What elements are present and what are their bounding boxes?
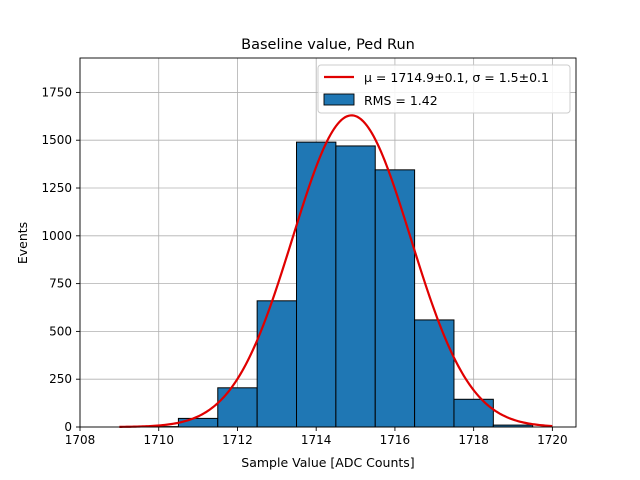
histogram-bar [374,169,416,428]
y-tick-label: 1500 [41,133,72,147]
plot-frame [79,57,577,428]
y-tick-label: 1250 [41,181,72,195]
x-tick-label: 1714 [301,433,332,447]
histogram-bar [414,319,455,428]
y-tick-label: 1750 [41,85,72,99]
histogram-bar [335,145,376,428]
y-tick-label: 250 [49,372,72,386]
histogram-bar [177,417,219,428]
x-tick-label: 1710 [143,433,174,447]
y-tick-label: 500 [49,324,72,338]
x-tick-label: 1708 [65,433,96,447]
x-axis-label: Sample Value [ADC Counts] [241,455,414,470]
legend-box [317,64,571,114]
histogram-bar [217,387,258,428]
legend-histogram-label: RMS = 1.42 [364,93,438,108]
y-tick-label: 0 [64,420,72,434]
x-tick-label: 1720 [537,433,568,447]
histogram-bar [296,141,337,428]
x-tick-label: 1718 [458,433,489,447]
gaussian-fit-curve [119,114,553,428]
y-axis-label: Events [15,222,30,264]
chart-title: Baseline value, Ped Run [241,37,415,53]
legend-histogram-swatch [323,93,355,106]
x-tick-label: 1712 [222,433,253,447]
y-axis-ticks: 0 250 500 750 1000 1250 1500 1750 [41,85,80,434]
x-tick-label: 1716 [380,433,411,447]
histogram-bar [256,300,298,428]
y-tick-label: 750 [49,277,72,291]
legend: μ = 1714.9±0.1, σ = 1.5±0.1 RMS = 1.42 [317,64,571,114]
legend-fit-label: μ = 1714.9±0.1, σ = 1.5±0.1 [364,70,549,85]
y-tick-label: 1000 [41,229,72,243]
x-axis-ticks: 1708 1710 1712 1714 1716 1718 1720 [65,427,568,447]
